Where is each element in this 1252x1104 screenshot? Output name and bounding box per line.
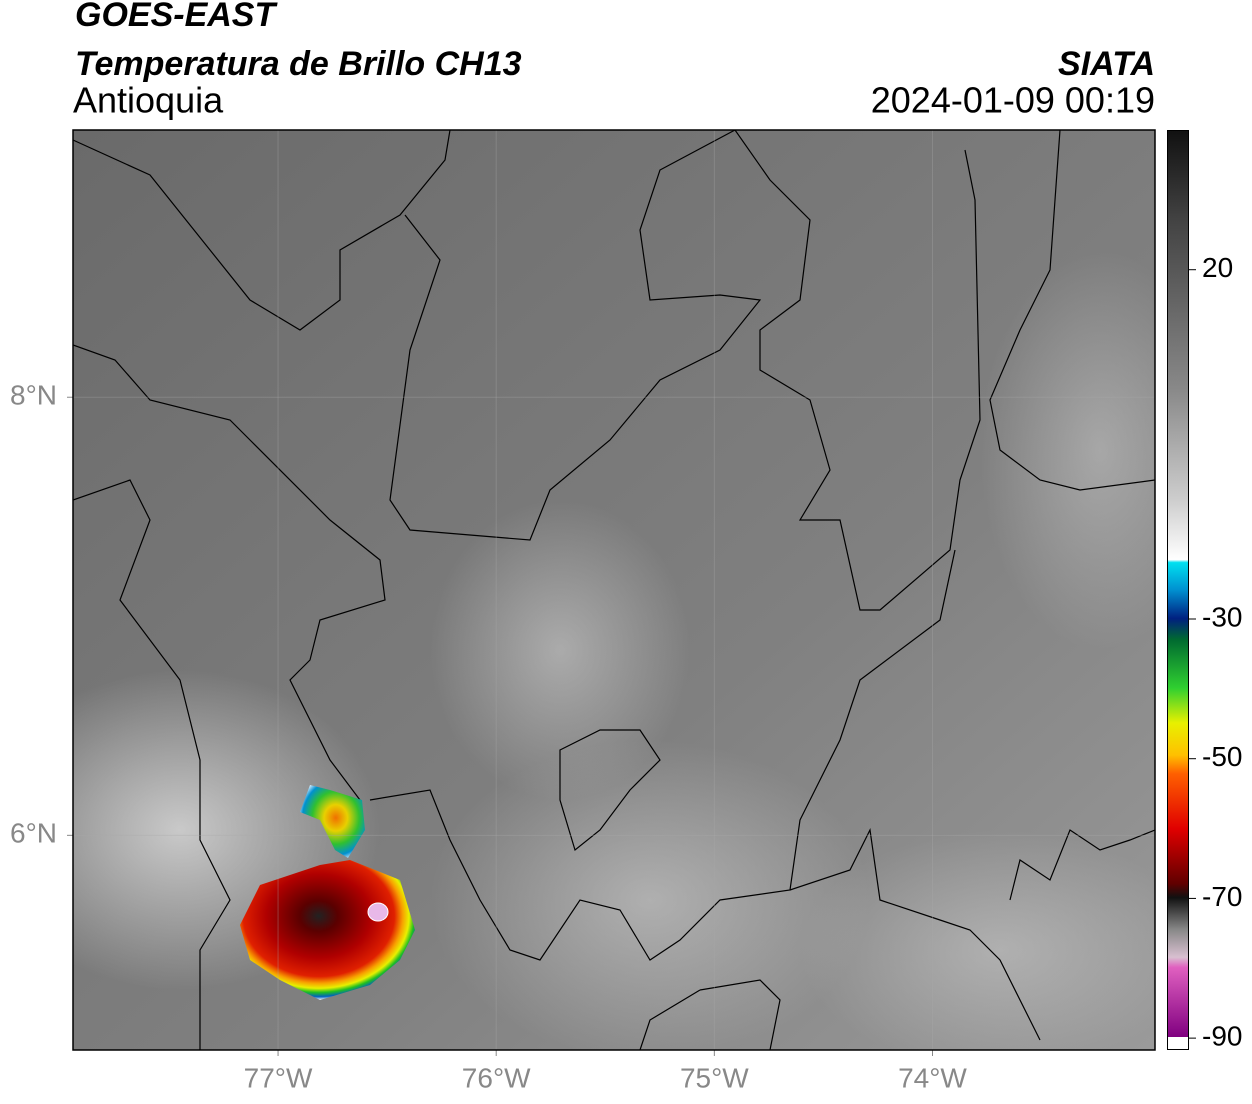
colorbar-tick-label: -30 (1202, 601, 1242, 632)
colorbar-tick-label: -90 (1202, 1021, 1242, 1052)
source: SIATA (1058, 45, 1155, 83)
map-frame (72, 129, 1156, 1051)
region: Antioquia (73, 80, 224, 121)
x-tick-label: 77°W (244, 1062, 313, 1093)
subtitle: Temperatura de Brillo CH13 (75, 45, 522, 83)
y-tick-label: 6°N (10, 818, 57, 849)
colorbar (1167, 130, 1189, 1050)
axes: 77°W 76°W 75°W 74°W 8°N 6°N (10, 130, 1155, 1093)
x-tick-label: 76°W (462, 1062, 531, 1093)
x-tick-label: 75°W (680, 1062, 749, 1093)
datetime: 2024-01-09 00:19 (871, 80, 1155, 121)
colorbar-tick-label: -70 (1202, 881, 1242, 912)
x-tick-label: 74°W (898, 1062, 967, 1093)
colorbar-tick-label: 20 (1202, 252, 1233, 283)
y-tick-label: 8°N (10, 380, 57, 411)
map (73, 130, 1155, 1050)
colorbar-tick-label: -50 (1202, 741, 1242, 772)
title: GOES-EAST (75, 0, 278, 34)
